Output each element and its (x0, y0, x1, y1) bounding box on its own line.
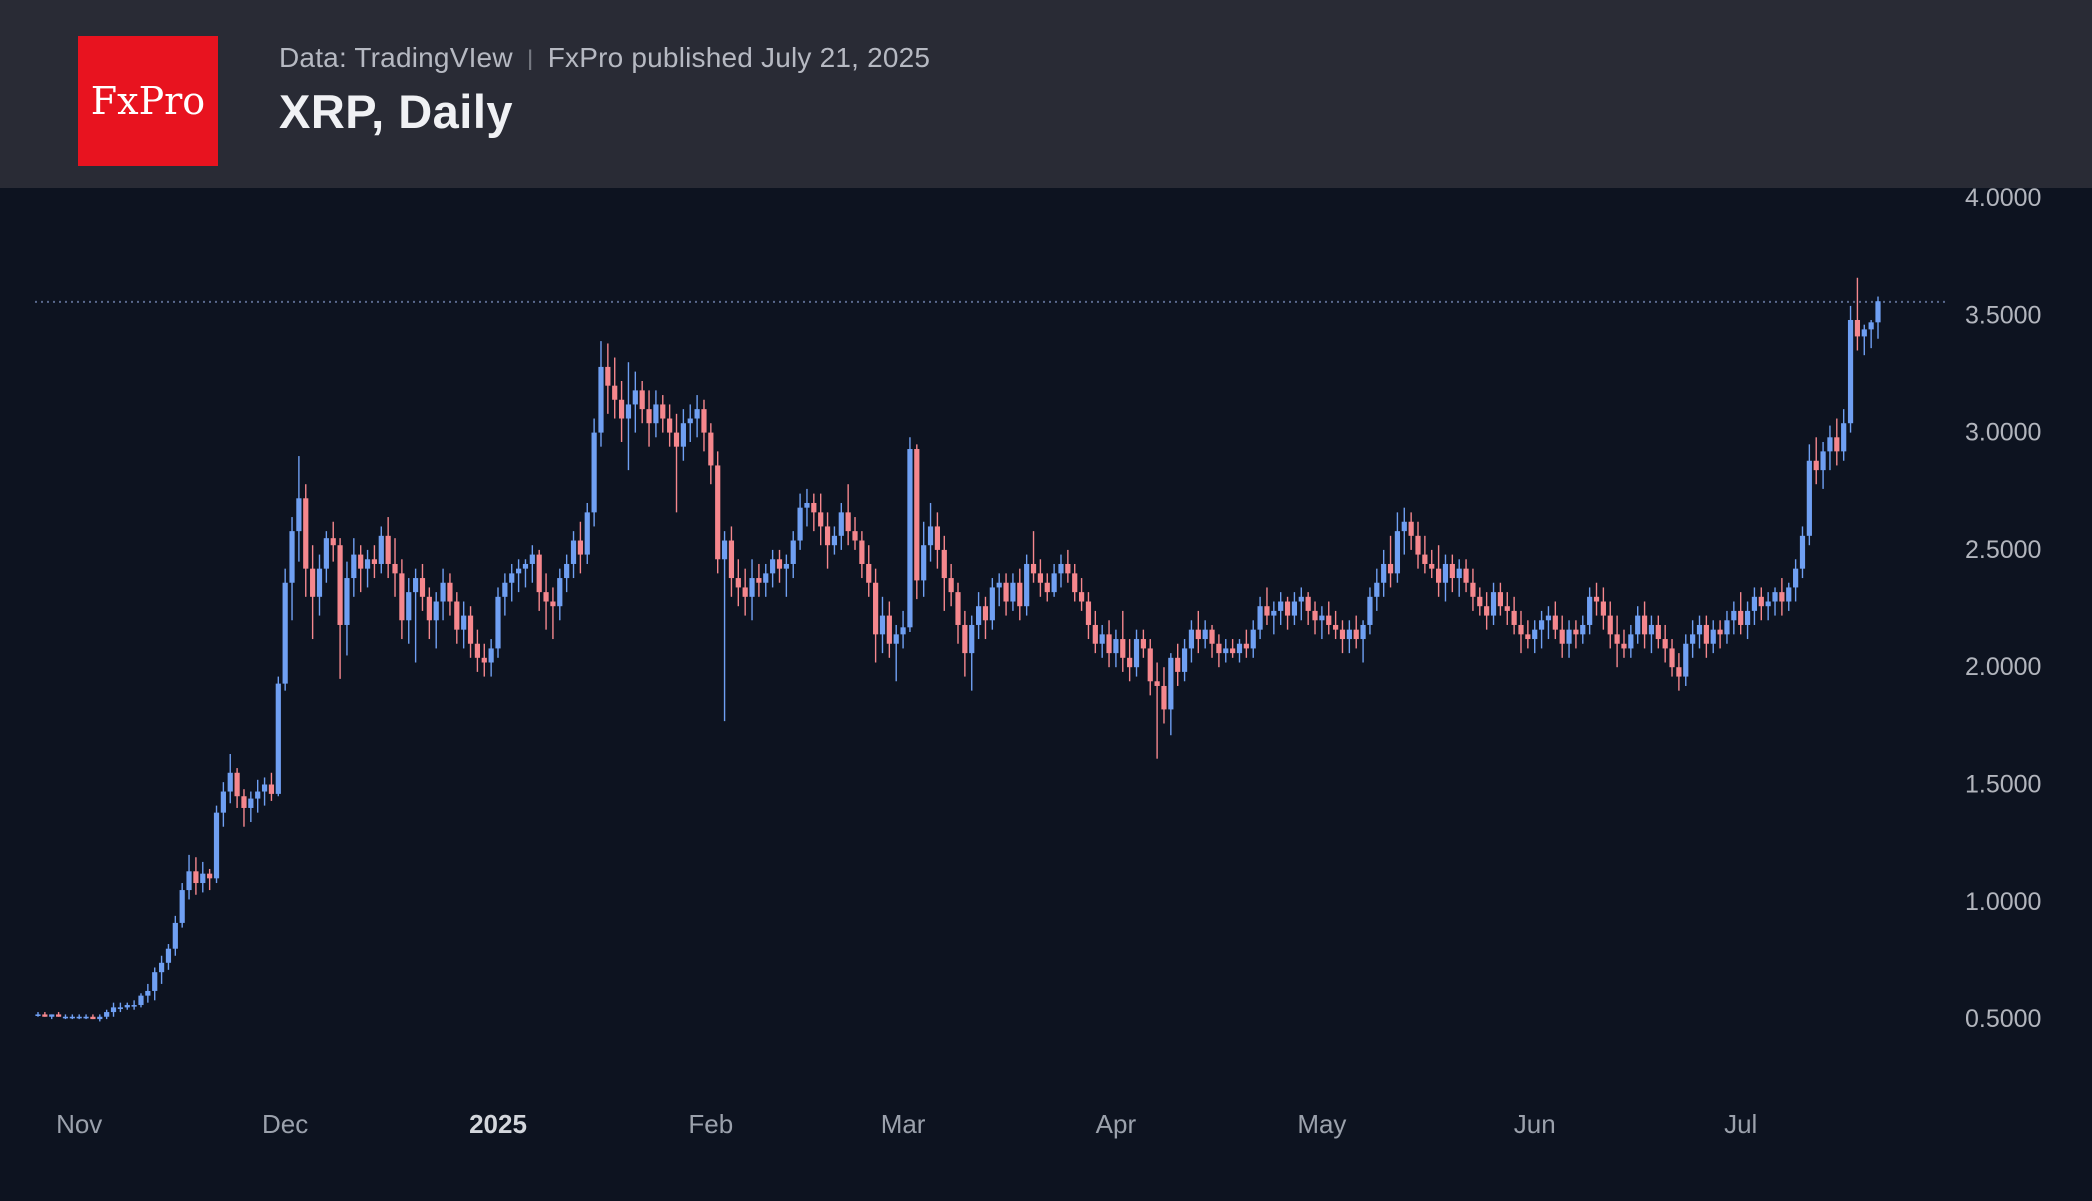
data-source-text: Data: TradingVIew (279, 42, 513, 73)
svg-text:2.0000: 2.0000 (1965, 653, 2041, 681)
svg-text:3.5000: 3.5000 (1965, 301, 2041, 329)
header-text-block: Data: TradingVIew | FxPro published July 2… (279, 42, 930, 139)
svg-text:Jun: Jun (1514, 1109, 1556, 1139)
svg-text:Feb: Feb (688, 1109, 733, 1139)
header-bar: FxPro Data: TradingVIew | FxPro published … (0, 0, 2092, 188)
svg-text:1.0000: 1.0000 (1965, 888, 2041, 916)
svg-text:Jul: Jul (1724, 1109, 1757, 1139)
svg-text:2.5000: 2.5000 (1965, 536, 2041, 564)
svg-text:3.0000: 3.0000 (1965, 419, 2041, 447)
candlestick-chart: 4.0000 3.5000 3.0000 2.5000 2.0000 1.5000 1.00… (35, 184, 2041, 1139)
svg-text:Mar: Mar (881, 1109, 926, 1139)
svg-text:May: May (1297, 1109, 1346, 1139)
svg-text:Apr: Apr (1096, 1109, 1137, 1139)
chart-title: XRP, Daily (279, 85, 514, 138)
fxpro-logo-text: FxPro (90, 79, 206, 123)
separator-bar: | (526, 45, 534, 71)
svg-text:Dec: Dec (262, 1109, 308, 1139)
svg-text:2025: 2025 (469, 1109, 527, 1139)
published-text: FxPro published July 21, 2025 (547, 42, 931, 73)
svg-text:1.5000: 1.5000 (1965, 771, 2041, 799)
svg-text:4.0000: 4.0000 (1965, 188, 2041, 212)
chart-area: 4.0000 3.5000 3.0000 2.5000 2.0000 1.5000 1.00… (0, 184, 2092, 1196)
fxpro-logo: FxPro (78, 36, 218, 166)
svg-text:0.5000: 0.5000 (1965, 1005, 2041, 1033)
source-line: Data: TradingVIew | FxPro published July 2… (279, 42, 930, 74)
svg-text:Nov: Nov (56, 1109, 102, 1139)
